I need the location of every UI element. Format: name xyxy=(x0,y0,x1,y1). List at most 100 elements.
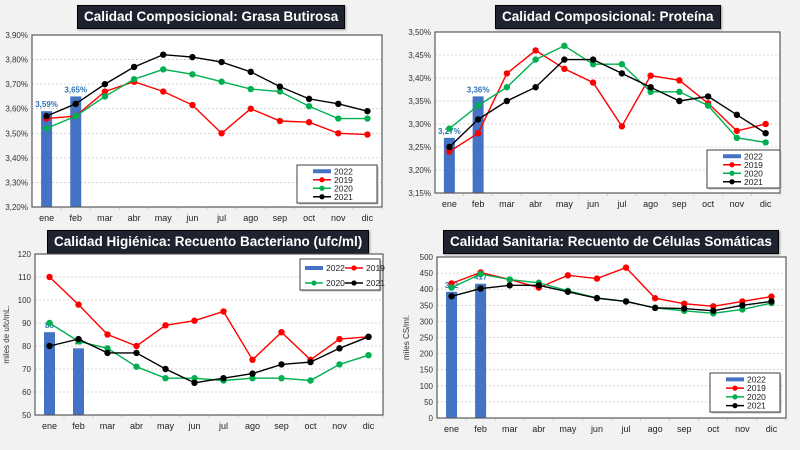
bar-2022 xyxy=(41,111,53,207)
legend-marker-2020 xyxy=(729,170,735,176)
legend-label: 2021 xyxy=(366,278,385,288)
x-tick-label: ene xyxy=(42,421,57,431)
line-2020 xyxy=(46,68,368,130)
point-2021 xyxy=(446,143,453,151)
y-tick-label: 90 xyxy=(22,319,31,328)
point-2019 xyxy=(532,47,539,54)
x-tick-label: jul xyxy=(616,199,626,209)
bar-2022 xyxy=(446,291,458,418)
point-2021 xyxy=(189,53,196,61)
point-2021 xyxy=(365,333,372,340)
y-tick-label: 3,25% xyxy=(408,143,431,152)
legend-label: 2019 xyxy=(366,263,385,273)
point-2019 xyxy=(364,131,371,138)
x-tick-label: feb xyxy=(472,199,485,209)
chart-somaticas: 0 50 100 150 200 250 300 350 400 450 500 miles CS/m… xyxy=(402,253,787,434)
point-2021 xyxy=(448,293,455,300)
point-2021 xyxy=(676,97,683,105)
x-tick-label: mar xyxy=(100,421,116,431)
point-2021 xyxy=(564,288,572,295)
y-axis-label: miles de ufc/mL. xyxy=(2,305,11,363)
legend-label: 2019 xyxy=(747,383,766,393)
legend-label: 2021 xyxy=(747,401,766,411)
point-2019 xyxy=(75,301,82,308)
x-tick-label: nov xyxy=(331,213,346,223)
bar-2022 xyxy=(44,332,55,415)
bar-data-label: 3,59% xyxy=(35,100,58,109)
bar-2022 xyxy=(472,96,484,193)
legend-label: 2020 xyxy=(326,278,345,288)
legend-label: 2020 xyxy=(744,168,763,178)
legend-marker-2021 xyxy=(732,403,738,409)
x-tick-label: jun xyxy=(590,424,603,434)
point-2021 xyxy=(278,361,285,368)
legend-swatch-2022 xyxy=(313,169,331,174)
x-tick-label: feb xyxy=(474,424,487,434)
point-2021 xyxy=(535,282,542,289)
chart-grasa: 3,20% 3,30% 3,40% 3,50% 3,60% 3,70% 3,80% 3,90%… xyxy=(5,31,383,223)
point-2019 xyxy=(589,79,597,86)
point-2021 xyxy=(364,107,371,115)
legend-label: 2022 xyxy=(744,151,763,161)
x-tick-label: sep xyxy=(677,424,692,434)
x-tick-label: dic xyxy=(362,213,374,223)
x-tick-label: may xyxy=(556,199,574,209)
x-tick-label: dic xyxy=(363,421,375,431)
x-tick-label: jul xyxy=(216,213,226,223)
point-2021 xyxy=(305,95,313,103)
x-tick-label: ago xyxy=(245,421,260,431)
x-tick-label: abr xyxy=(128,213,141,223)
y-tick-label: 3,20% xyxy=(5,203,28,212)
point-2020 xyxy=(162,375,169,382)
plot-border xyxy=(434,31,781,194)
y-tick-label: 3,90% xyxy=(5,31,28,40)
line-2021 xyxy=(451,284,772,312)
plot-border xyxy=(34,253,384,416)
point-2019 xyxy=(503,70,511,77)
legend-marker-2020 xyxy=(732,394,738,400)
point-2021 xyxy=(561,56,568,63)
y-tick-label: 3,70% xyxy=(5,80,28,89)
point-2021 xyxy=(768,298,775,305)
legend-label: 2019 xyxy=(744,160,763,170)
point-2021 xyxy=(503,97,511,105)
point-2021 xyxy=(75,335,82,343)
y-tick-label: 100 xyxy=(420,382,434,391)
point-2021 xyxy=(46,342,53,350)
point-2019 xyxy=(681,300,688,307)
point-2019 xyxy=(276,117,284,125)
point-2019 xyxy=(618,123,626,130)
y-tick-label: 80 xyxy=(22,342,31,351)
point-2020 xyxy=(365,352,372,359)
x-tick-label: sep xyxy=(672,199,687,209)
y-tick-label: 500 xyxy=(420,253,434,262)
x-tick-label: oct xyxy=(702,199,715,209)
legend-label: 2020 xyxy=(747,392,766,402)
point-2019 xyxy=(133,342,140,350)
point-2021 xyxy=(762,130,769,137)
point-2020 xyxy=(218,78,225,85)
point-2019 xyxy=(710,303,717,310)
x-tick-label: jul xyxy=(621,424,631,434)
legend-marker-2021 xyxy=(319,194,325,200)
x-tick-label: abr xyxy=(532,424,545,434)
point-2019 xyxy=(676,77,683,84)
point-2020 xyxy=(160,66,167,73)
legend-label: 2020 xyxy=(334,183,353,193)
legend-marker-2019 xyxy=(351,265,357,271)
point-2020 xyxy=(506,276,513,283)
chart-title: Calidad Composicional: Grasa Butirosa xyxy=(77,5,346,29)
point-2020 xyxy=(43,125,50,132)
point-2019 xyxy=(561,65,568,73)
point-2021 xyxy=(220,375,227,382)
point-2021 xyxy=(474,116,482,123)
panel-grasa: Calidad Composicional: Grasa Butirosa 3,… xyxy=(0,0,400,225)
point-2019 xyxy=(733,127,741,135)
y-tick-label: 300 xyxy=(420,317,434,326)
y-tick-label: 120 xyxy=(18,250,32,259)
point-2019 xyxy=(160,88,167,95)
line-2019 xyxy=(49,276,369,361)
y-tick-label: 3,40% xyxy=(5,154,28,163)
x-tick-label: mar xyxy=(97,213,113,223)
